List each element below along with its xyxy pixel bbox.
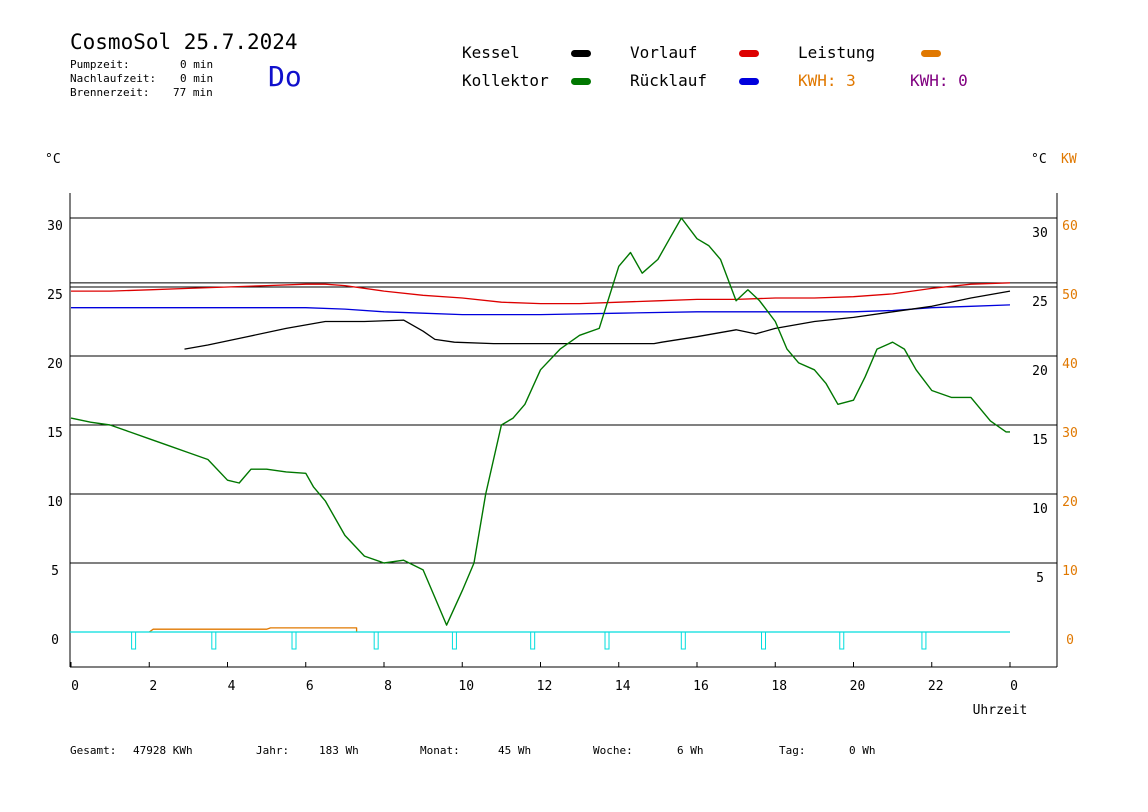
- x-tick-4: 8: [384, 679, 392, 694]
- x-tick-3: 6: [306, 679, 314, 694]
- x-tick-6: 12: [537, 679, 553, 694]
- y-tick-right-c-10: 10: [1032, 502, 1048, 517]
- right-unit-label-kw: KW: [1061, 152, 1077, 167]
- pump-pulse-3: [373, 631, 379, 650]
- y-tick-right-c-15: 15: [1032, 433, 1048, 448]
- y-tick-right-c-25: 25: [1032, 295, 1048, 310]
- series-line-kessel: [184, 290, 1011, 350]
- stat-label-brennerzeit: Brennerzeit:: [70, 86, 150, 99]
- pump-pulse-7: [680, 631, 686, 650]
- legend-ruecklauf-label: Rücklauf: [630, 71, 708, 90]
- y-tick-right-c-5: 5: [1036, 571, 1044, 586]
- footer-woche-value: 6 Wh: [677, 744, 704, 757]
- y-tick-right-kw-50: 50: [1062, 288, 1078, 303]
- weekday-label: Do: [268, 60, 302, 93]
- pump-pulse-9: [839, 631, 845, 650]
- x-tick-5: 10: [458, 679, 474, 694]
- legend-leistung-swatch: [921, 50, 941, 57]
- x-tick-11: 22: [928, 679, 944, 694]
- x-tick-1: 2: [149, 679, 157, 694]
- stat-label-pumpzeit: Pumpzeit:: [70, 58, 130, 71]
- footer-tag-value: 0 Wh: [849, 744, 876, 757]
- x-tick-0: 0: [71, 679, 79, 694]
- right-unit-label-c: °C: [1031, 152, 1047, 167]
- y-tick-left-15: 15: [47, 426, 63, 441]
- footer-monat-value: 45 Wh: [498, 744, 532, 757]
- y-tick-left-30: 30: [47, 219, 63, 234]
- pump-pulse-2: [291, 631, 297, 650]
- footer-tag-label: Tag:: [779, 744, 806, 757]
- legend-leistung-label: Leistung: [798, 43, 876, 62]
- footer-jahr-label: Jahr:: [256, 744, 290, 757]
- series-line-leistung: [148, 627, 358, 633]
- pump-pulse-10: [921, 631, 927, 650]
- legend-kollektor-label: Kollektor: [462, 71, 549, 90]
- stat-label-nachlaufzeit: Nachlaufzeit:: [70, 72, 157, 85]
- stat-value-brennerzeit: 77 min: [173, 86, 213, 99]
- x-tick-10: 20: [850, 679, 866, 694]
- y-tick-left-0: 0: [51, 633, 59, 648]
- pump-pulse-1: [211, 631, 217, 650]
- pump-pulse-0: [131, 631, 137, 650]
- x-tick-7: 14: [615, 679, 631, 694]
- y-tick-right-kw-40: 40: [1062, 357, 1078, 372]
- legend-vorlauf-label: Vorlauf: [630, 43, 698, 62]
- pump-pulse-5: [530, 631, 536, 650]
- y-tick-right-c-30: 30: [1032, 226, 1048, 241]
- y-tick-right-kw-60: 60: [1062, 219, 1078, 234]
- footer-gesamt-value: 47928 KWh: [133, 744, 193, 757]
- pump-pulse-4: [451, 631, 457, 650]
- series-line-ruecklauf: [71, 304, 1011, 316]
- legend-kollektor-swatch: [571, 78, 591, 85]
- pump-pulse-8: [761, 631, 767, 650]
- legend-kwh-solar: KWH: 3: [798, 71, 856, 90]
- y-tick-right-kw-10: 10: [1062, 564, 1078, 579]
- x-axis-label: Uhrzeit: [973, 703, 1028, 718]
- y-tick-right-c-20: 20: [1032, 364, 1048, 379]
- x-tick-2: 4: [228, 679, 236, 694]
- legend-kwh-second: KWH: 0: [910, 71, 968, 90]
- legend-kessel-label: Kessel: [462, 43, 520, 62]
- stat-value-pumpzeit: 0 min: [180, 58, 214, 71]
- y-tick-right-kw-20: 20: [1062, 495, 1078, 510]
- left-unit-label: °C: [45, 152, 61, 167]
- pump-pulse-6: [604, 631, 610, 650]
- footer-jahr-value: 183 Wh: [319, 744, 359, 757]
- y-tick-left-5: 5: [51, 564, 59, 579]
- footer-gesamt-label: Gesamt:: [70, 744, 117, 757]
- x-tick-8: 16: [693, 679, 709, 694]
- stat-value-nachlaufzeit: 0 min: [180, 72, 214, 85]
- y-tick-left-10: 10: [47, 495, 63, 510]
- page-title: CosmoSol 25.7.2024: [70, 30, 298, 54]
- x-tick-9: 18: [771, 679, 787, 694]
- y-tick-right-kw-30: 30: [1062, 426, 1078, 441]
- y-tick-left-20: 20: [47, 357, 63, 372]
- series-line-vorlauf: [71, 282, 1011, 305]
- footer-woche-label: Woche:: [593, 744, 633, 757]
- legend-kessel-swatch: [571, 50, 591, 57]
- y-tick-left-25: 25: [47, 288, 63, 303]
- legend-vorlauf-swatch: [739, 50, 759, 57]
- x-tick-12: 0: [1010, 679, 1018, 694]
- y-tick-right-kw-0: 0: [1066, 633, 1074, 648]
- legend-ruecklauf-swatch: [739, 78, 759, 85]
- series-line-kollektor: [70, 217, 1010, 626]
- footer-monat-label: Monat:: [420, 744, 460, 757]
